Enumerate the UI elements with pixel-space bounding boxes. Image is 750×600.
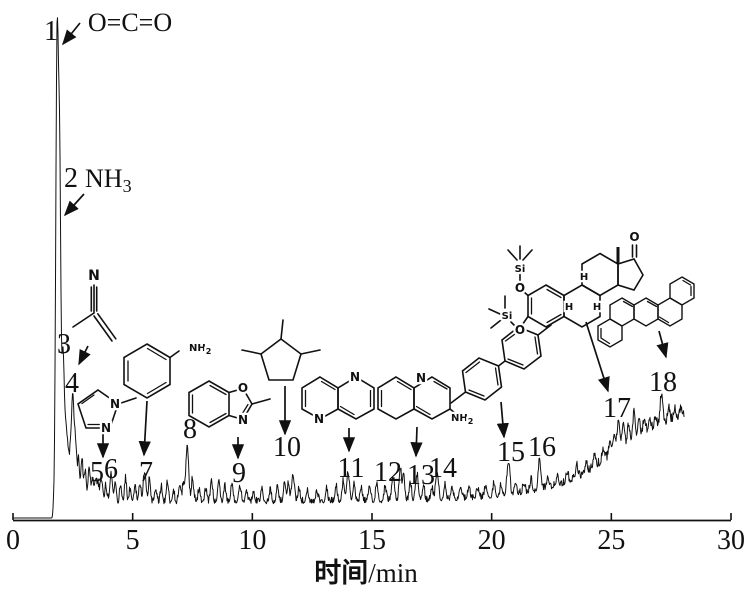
atom-n: N bbox=[416, 371, 426, 385]
ammonia-formula-label: NH3 bbox=[85, 164, 132, 196]
atom-n1: N bbox=[350, 370, 360, 384]
structure-aminoquinoline: N NH2 bbox=[377, 369, 476, 428]
structure-naphthyridine: N N bbox=[301, 368, 375, 428]
x-tick-label-30: 30 bbox=[717, 525, 745, 556]
structure-trimethylcyclopentane bbox=[241, 319, 321, 381]
peak-label-13: 13 bbox=[407, 460, 435, 491]
peak-label-14: 14 bbox=[429, 453, 457, 484]
arrow-peak-13 bbox=[410, 426, 423, 458]
peak-label-8: 8 bbox=[183, 414, 197, 445]
arrow-peak-17 bbox=[585, 321, 610, 393]
atom-n2: N bbox=[101, 421, 111, 435]
aminoquinoline-nh2: NH2 bbox=[451, 413, 473, 426]
structure-methylpyrazole: N N bbox=[77, 389, 137, 437]
structure-pah bbox=[597, 276, 695, 348]
peak-label-11: 11 bbox=[338, 453, 365, 484]
peak-label-15: 15 bbox=[497, 437, 525, 468]
peak-label-16: 16 bbox=[528, 432, 556, 463]
atom-si2: Si bbox=[502, 311, 513, 322]
chromatogram-trace bbox=[13, 17, 685, 519]
peak-label-12: 12 bbox=[374, 457, 402, 488]
x-axis-title: 时间/min bbox=[314, 558, 418, 588]
arrow-peak-4 bbox=[78, 345, 91, 366]
atom-h3: H bbox=[593, 302, 601, 313]
peak-label-18: 18 bbox=[649, 367, 677, 398]
x-tick-label-0: 0 bbox=[6, 525, 20, 556]
atom-o: O bbox=[238, 381, 248, 395]
atom-si1: Si bbox=[515, 264, 526, 275]
peak-label-3: 3 bbox=[57, 329, 71, 360]
atom-n: N bbox=[238, 413, 248, 427]
structure-dimethylbiphenyl bbox=[450, 324, 552, 404]
atom-o2: O bbox=[515, 323, 525, 337]
peak-label-2: 2 bbox=[64, 163, 78, 194]
atom-n2: N bbox=[314, 412, 324, 426]
x-tick-label-10: 10 bbox=[238, 525, 266, 556]
atom-h1: H bbox=[580, 272, 588, 283]
chromatogram-trace-group bbox=[13, 17, 685, 519]
peak-label-10: 10 bbox=[273, 432, 301, 463]
atom-o1: O bbox=[515, 281, 525, 295]
peak-label-17: 17 bbox=[603, 393, 631, 424]
x-tick-label-15: 15 bbox=[358, 525, 386, 556]
peak-label-5: 5 bbox=[90, 457, 104, 488]
x-tick-label-25: 25 bbox=[597, 525, 625, 556]
arrow-peak-15 bbox=[496, 401, 509, 439]
x-axis-ticks: 0 5 10 15 20 25 30 bbox=[6, 513, 745, 556]
peak-label-1: 1 bbox=[44, 16, 58, 47]
annotation-arrows bbox=[62, 22, 669, 460]
atom-n1: N bbox=[110, 397, 120, 411]
structure-methacrylonitrile: N bbox=[72, 266, 117, 342]
peak-label-6: 6 bbox=[104, 454, 118, 485]
arrow-peak-1 bbox=[62, 22, 81, 46]
peak-label-4: 4 bbox=[65, 368, 79, 399]
atom-ketone-o: O bbox=[629, 230, 639, 244]
x-tick-label-20: 20 bbox=[478, 525, 506, 556]
structure-aniline: NH2 bbox=[123, 341, 214, 399]
x-axis: 0 5 10 15 20 25 30 时间/min bbox=[6, 513, 745, 588]
arrow-peak-7 bbox=[138, 400, 151, 457]
peak-label-7: 7 bbox=[139, 457, 153, 488]
atom-h2: H bbox=[565, 302, 573, 313]
atom-n: N bbox=[88, 268, 100, 284]
structure-estrone-tms: O Si O Si O H H H bbox=[488, 228, 644, 339]
co2-formula-label: O=C=O bbox=[88, 8, 172, 37]
peak-label-9: 9 bbox=[232, 458, 246, 489]
arrow-peak-2 bbox=[63, 193, 85, 217]
structure-methylbenzoxazole: O N bbox=[188, 379, 271, 429]
x-tick-label-5: 5 bbox=[126, 525, 140, 556]
aniline-nh2: NH2 bbox=[189, 343, 211, 356]
arrow-peak-18 bbox=[656, 330, 669, 359]
